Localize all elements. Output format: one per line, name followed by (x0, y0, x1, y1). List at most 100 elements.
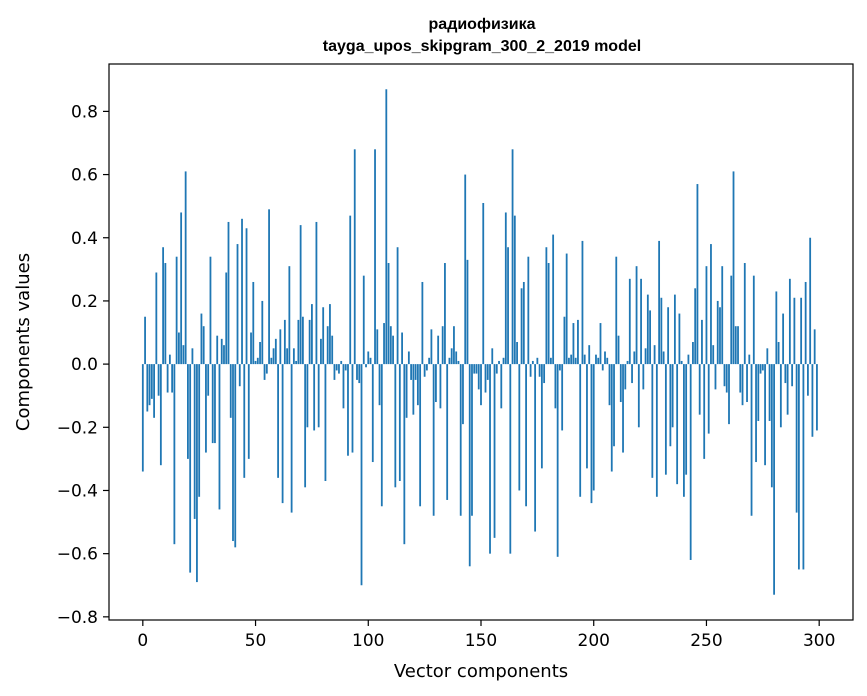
bar-33 (216, 335, 219, 365)
bar-289 (793, 297, 796, 365)
bar-44 (241, 218, 243, 365)
bar-3 (148, 364, 151, 406)
y-tick-label-0: −0.8 (57, 608, 98, 628)
bar-88 (340, 360, 343, 365)
bar-112 (394, 364, 397, 488)
bar-142 (462, 364, 464, 425)
y-tick-label-2: −0.4 (57, 481, 98, 501)
bar-243 (689, 364, 692, 560)
bar-55 (265, 364, 268, 374)
bar-66 (290, 364, 293, 513)
bar-250 (705, 266, 708, 365)
bar-152 (484, 364, 487, 393)
bar-181 (549, 357, 552, 365)
bar-182 (552, 234, 555, 365)
bar-129 (432, 364, 435, 516)
bar-29 (207, 364, 210, 396)
y-tick-label-7: 0.6 (71, 166, 98, 186)
bar-231 (662, 351, 665, 365)
bar-150 (480, 364, 482, 406)
bar-8 (159, 364, 162, 466)
bar-271 (752, 275, 755, 365)
bar-163 (509, 364, 512, 554)
bar-138 (453, 326, 455, 365)
bar-155 (491, 348, 494, 365)
bar-260 (728, 364, 730, 425)
bar-161 (504, 212, 507, 365)
bar-259 (725, 364, 728, 393)
bar-114 (398, 364, 401, 481)
bar-series (141, 89, 818, 595)
bar-146 (471, 364, 473, 516)
bar-122 (416, 364, 419, 406)
bar-30 (209, 256, 212, 365)
bar-232 (664, 364, 667, 475)
x-tick-label-300: 300 (803, 631, 835, 651)
bar-68 (295, 360, 298, 365)
bar-143 (464, 174, 467, 365)
bar-187 (563, 316, 566, 365)
bar-36 (223, 345, 225, 365)
bar-47 (247, 364, 250, 459)
x-tick-label-100: 100 (352, 631, 384, 651)
bar-111 (392, 335, 394, 365)
bar-57 (270, 357, 273, 365)
bar-230 (660, 297, 663, 365)
bar-167 (518, 364, 521, 491)
y-axis-label: Components values (13, 253, 34, 431)
bar-21 (189, 364, 192, 573)
bar-272 (755, 364, 757, 463)
bar-35 (220, 338, 223, 365)
bar-135 (446, 364, 449, 500)
bar-282 (777, 342, 780, 365)
bar-225 (649, 310, 651, 365)
bar-176 (538, 364, 541, 377)
y-axis-ticks: −0.8 −0.6 −0.4 −0.2 0.0 0.2 0.4 0.6 0.8 (57, 102, 109, 628)
bar-108 (385, 89, 388, 365)
bar-158 (498, 360, 500, 365)
bar-244 (692, 342, 694, 365)
bar-270 (750, 364, 753, 516)
bar-7 (157, 364, 160, 396)
bar-25 (198, 364, 201, 497)
bar-207 (608, 364, 611, 406)
bar-261 (730, 275, 733, 365)
x-tick-label-50: 50 (245, 631, 267, 651)
bar-103 (374, 149, 376, 365)
bar-107 (383, 323, 385, 365)
bar-54 (263, 364, 266, 380)
bar-65 (288, 266, 291, 365)
bar-274 (759, 364, 762, 374)
bar-4 (150, 364, 153, 399)
bar-235 (671, 364, 674, 428)
bar-119 (410, 364, 413, 380)
bar-169 (522, 281, 525, 365)
bar-157 (495, 364, 498, 374)
bar-214 (624, 364, 627, 390)
bar-265 (739, 364, 742, 393)
bar-81 (324, 364, 327, 481)
bar-56 (268, 209, 270, 365)
bar-220 (637, 364, 640, 428)
bar-63 (283, 319, 286, 365)
bar-162 (507, 247, 509, 365)
bar-299 (816, 364, 818, 431)
bar-16 (177, 332, 180, 365)
bar-205 (604, 351, 606, 365)
bar-17 (180, 212, 183, 365)
bar-128 (430, 329, 433, 365)
bar-194 (579, 364, 582, 497)
bar-0 (141, 364, 144, 472)
bar-92 (349, 215, 352, 365)
bar-85 (333, 364, 336, 380)
bar-87 (338, 364, 340, 374)
bar-67 (292, 348, 295, 365)
bar-20 (187, 364, 189, 459)
bar-5 (153, 364, 155, 418)
bar-14 (173, 364, 176, 545)
bar-269 (748, 354, 751, 365)
bar-69 (297, 319, 300, 365)
bar-204 (601, 364, 604, 371)
bar-75 (311, 304, 313, 365)
